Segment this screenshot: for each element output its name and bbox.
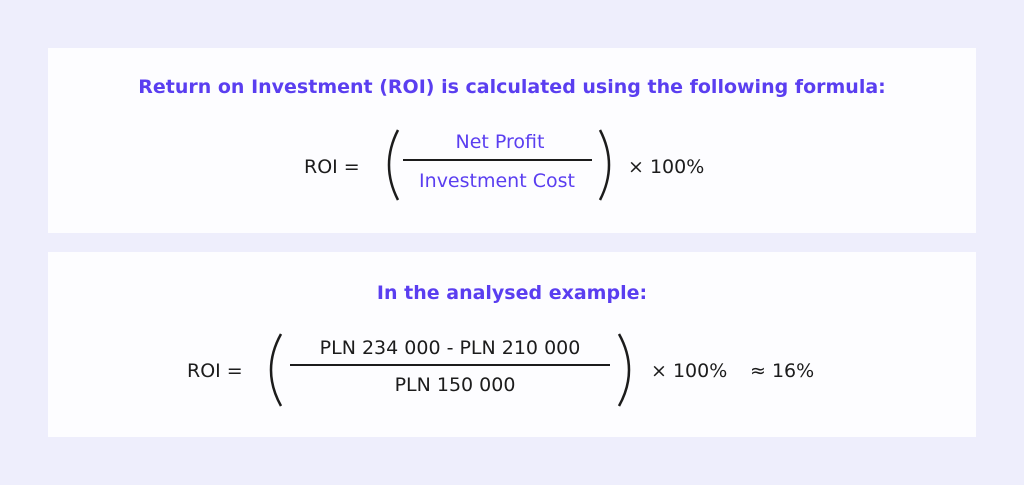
formula-lhs: ROI = <box>304 156 360 178</box>
example-denominator: PLN 150 000 <box>394 374 516 396</box>
fraction-bar <box>403 159 592 161</box>
formula-multiplier: × 100% <box>628 156 705 178</box>
right-parenthesis <box>598 129 611 201</box>
formula-numerator: Net Profit <box>455 131 545 153</box>
formula-panel: Return on Investment (ROI) is calculated… <box>48 48 976 233</box>
example-multiplier: × 100% <box>651 360 728 382</box>
example-title: In the analysed example: <box>376 282 648 304</box>
formula-denominator: Investment Cost <box>419 170 575 192</box>
example-panel: In the analysed example: ROI = PLN 234 0… <box>48 252 976 437</box>
left-parenthesis <box>387 129 400 201</box>
fraction-bar <box>290 364 610 366</box>
example-lhs: ROI = <box>187 360 243 382</box>
example-numerator: PLN 234 000 - PLN 210 000 <box>319 337 581 359</box>
left-parenthesis <box>269 333 283 407</box>
example-result: ≈ 16% <box>750 360 815 382</box>
formula-title: Return on Investment (ROI) is calculated… <box>138 76 886 98</box>
right-parenthesis <box>617 333 631 407</box>
